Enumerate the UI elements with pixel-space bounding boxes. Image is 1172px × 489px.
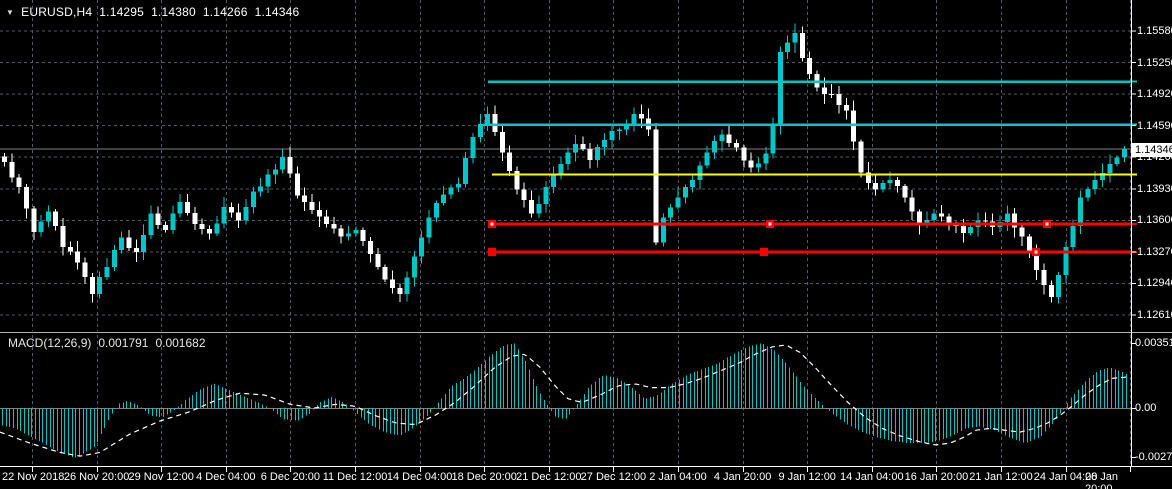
- candlesticks: [2, 23, 1127, 304]
- red-trendline-1[interactable]: [488, 220, 1137, 229]
- macd-scale-zero: 0.00: [1135, 402, 1157, 414]
- time-axis-label: 21 Dec 12:00: [516, 471, 582, 483]
- time-axis-label: 4 Dec 04:00: [196, 471, 256, 483]
- ohlc-open: 1.14295: [99, 5, 145, 19]
- time-axis-label: 27 Dec 12:00: [580, 471, 647, 483]
- price-axis-label: 1.12940: [1137, 277, 1172, 290]
- time-axis-label: 24 Jan 04:00: [1033, 471, 1098, 483]
- macd-main-value: 0.001791: [98, 336, 149, 350]
- axis-ticks: [32, 30, 1136, 472]
- macd-scale-max: 0.003512: [1135, 337, 1172, 349]
- time-axis-label: 6 Dec 20:00: [260, 471, 321, 483]
- price-axis-label: 1.13270: [1137, 245, 1172, 258]
- time-axis-label: 18 Dec 20:00: [451, 471, 517, 483]
- macd-signal-value: 0.001682: [155, 336, 206, 350]
- price-axis-label: 1.15250: [1137, 56, 1172, 69]
- ohlc-low: 1.14266: [202, 5, 248, 19]
- macd-histogram: [2, 343, 1127, 458]
- time-axis-label: 29 Nov 12:00: [128, 471, 194, 483]
- symbol-timeframe-label: EURUSD,H4: [21, 5, 93, 19]
- macd-signal-line: [0, 344, 1129, 457]
- macd-name: MACD(12,26,9): [8, 336, 92, 350]
- time-axis-label: 4 Jan 20:00: [713, 471, 772, 483]
- time-axis-label: 22 Nov 2018: [2, 471, 65, 483]
- time-axis-label: 28 Jan 20:00: [1085, 471, 1119, 489]
- price-axis-label: 1.14590: [1137, 119, 1172, 132]
- price-axis-label: 1.13600: [1137, 214, 1172, 227]
- time-axis-label: 16 Jan 20:00: [904, 471, 969, 483]
- ohlc-high: 1.14380: [151, 5, 196, 19]
- panel-frame: [0, 0, 1172, 467]
- ohlc-close: 1.14346: [254, 5, 300, 19]
- time-axis-label: 21 Jan 12:00: [969, 471, 1033, 483]
- macd-scale-min: -0.002716: [1135, 451, 1172, 463]
- time-axis-label: 9 Jan 12:00: [778, 471, 836, 483]
- red-trendline-2[interactable]: [488, 247, 1137, 256]
- price-axis-label: 1.13930: [1137, 182, 1172, 195]
- current-price-box: 1.14346: [1132, 143, 1172, 157]
- chart-title: ▼ EURUSD,H4 1.14295 1.14380 1.14266 1.14346: [6, 5, 299, 19]
- time-axis-label: 14 Jan 04:00: [839, 471, 904, 483]
- time-axis-label: 2 Jan 04:00: [649, 471, 707, 483]
- time-axis-label: 11 Dec 12:00: [322, 471, 388, 483]
- chart-dropdown-icon[interactable]: ▼: [6, 8, 15, 17]
- time-axis-label: 26 Nov 20:00: [63, 471, 130, 483]
- price-axis-label: 1.14920: [1137, 88, 1172, 101]
- price-axis-label: 1.15580: [1137, 25, 1172, 37]
- trendline-handle[interactable]: [488, 247, 496, 256]
- trendline-handle[interactable]: [760, 247, 768, 256]
- grid-lines: [0, 0, 1131, 465]
- time-axis-label: 14 Dec 04:00: [386, 471, 453, 483]
- macd-indicator-label: MACD(12,26,9) 0.001791 0.001682: [8, 336, 206, 350]
